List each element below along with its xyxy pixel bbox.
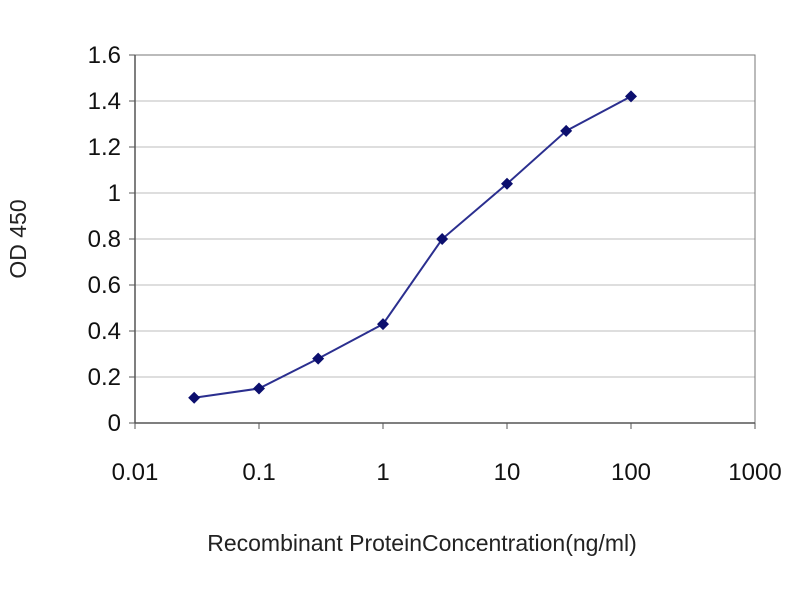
y-tick-labels: 0 0.2 0.4 0.6 0.8 1 1.2 1.4 1.6 [88, 42, 135, 437]
data-point-marker [312, 352, 325, 365]
data-point-marker [625, 90, 637, 103]
y-tick-label: 0.8 [88, 226, 121, 253]
y-tick-label: 1.2 [88, 134, 121, 161]
data-point-marker [377, 318, 389, 331]
x-tick-labels: 0.01 0.1 1 10 100 1000 [112, 423, 782, 486]
data-point-marker [188, 391, 201, 404]
y-tick-label: 0 [108, 410, 121, 437]
x-axis-title: Recombinant ProteinConcentration(ng/ml) [207, 530, 637, 556]
x-tick-label: 0.1 [242, 459, 275, 486]
x-tick-label: 100 [611, 459, 651, 486]
series-layer [188, 90, 637, 404]
data-point-marker [436, 233, 449, 245]
grid-layer [135, 54, 755, 378]
x-tick-label: 1000 [728, 459, 781, 486]
y-tick-label: 1 [108, 180, 121, 207]
y-axis-title: OD 450 [5, 199, 31, 278]
x-tick-label: 0.01 [112, 459, 159, 486]
y-tick-label: 1.4 [88, 88, 121, 115]
x-tick-label: 10 [494, 459, 521, 486]
x-tick-label: 1 [376, 459, 389, 486]
data-point-marker [560, 124, 573, 137]
y-tick-label: 0.2 [88, 364, 121, 391]
data-point-marker [253, 382, 265, 395]
y-tick-label: 0.4 [88, 318, 121, 345]
y-tick-label: 0.6 [88, 272, 121, 299]
data-point-marker [501, 177, 513, 190]
y-tick-label: 1.6 [88, 42, 121, 69]
series-line [194, 95, 632, 399]
